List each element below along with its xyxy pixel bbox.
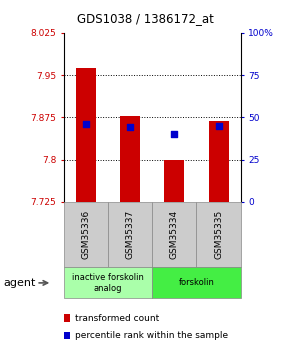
Point bbox=[128, 125, 133, 130]
Point bbox=[84, 121, 88, 127]
Text: GSM35335: GSM35335 bbox=[214, 210, 223, 259]
Text: GDS1038 / 1386172_at: GDS1038 / 1386172_at bbox=[77, 12, 213, 25]
Bar bbox=[120, 116, 140, 202]
Point bbox=[216, 123, 221, 128]
Bar bbox=[209, 121, 229, 202]
Text: forskolin: forskolin bbox=[179, 278, 214, 287]
Text: transformed count: transformed count bbox=[75, 314, 159, 323]
Text: GSM35337: GSM35337 bbox=[126, 210, 135, 259]
Text: GSM35336: GSM35336 bbox=[81, 210, 90, 259]
Text: percentile rank within the sample: percentile rank within the sample bbox=[75, 331, 228, 340]
Text: agent: agent bbox=[3, 278, 35, 288]
Bar bbox=[76, 68, 96, 202]
Text: GSM35334: GSM35334 bbox=[170, 210, 179, 259]
Bar bbox=[164, 159, 184, 202]
Point bbox=[172, 131, 177, 137]
Text: inactive forskolin
analog: inactive forskolin analog bbox=[72, 273, 144, 293]
